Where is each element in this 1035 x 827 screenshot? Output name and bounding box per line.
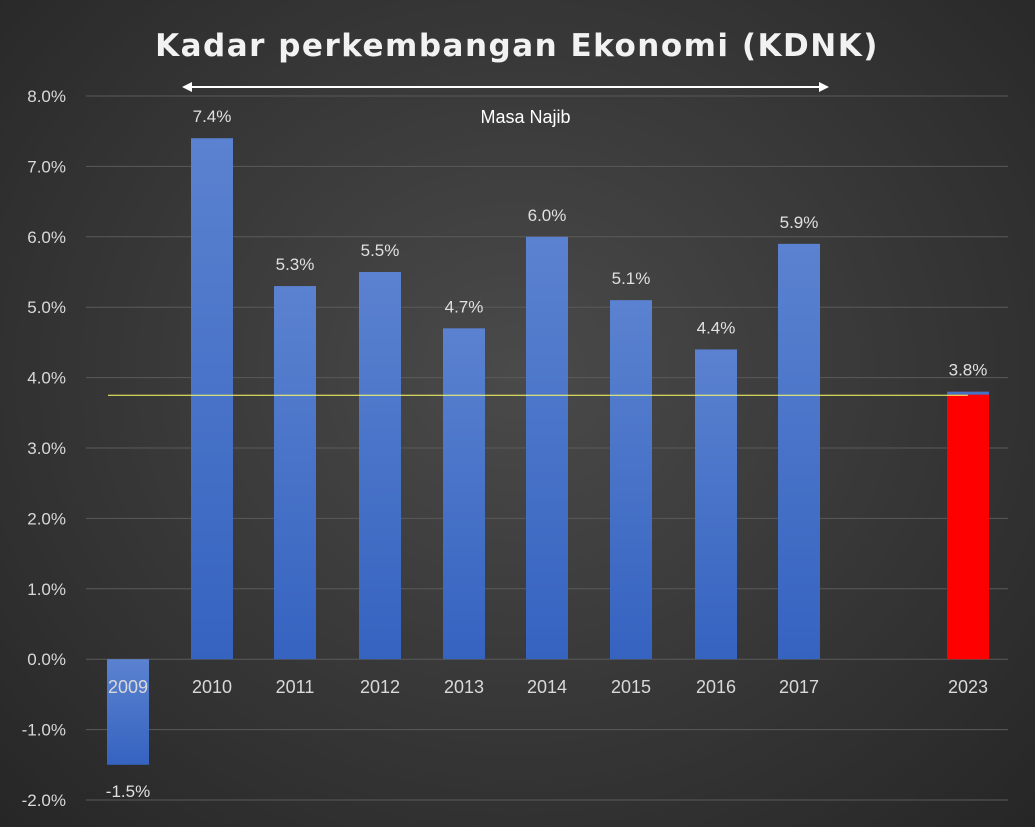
x-category-label: 2016 [696,677,736,697]
annotation-arrow-left-head [182,82,192,92]
data-label: 5.5% [361,241,400,260]
x-category-label: 2013 [444,677,484,697]
data-label: 5.1% [612,269,651,288]
y-tick-label: 2.0% [27,509,66,528]
bar-2017 [778,243,820,660]
y-tick-label: 1.0% [27,580,66,599]
bar-2010 [191,138,233,660]
annotation-arrow-right-head [819,82,829,92]
x-axis-category-labels: 2009 2010 2011 2012 2013 2014 2015 2016 2017 2023 [108,677,988,697]
annotation-label: Masa Najib [480,107,570,127]
bar-2011 [274,286,316,660]
data-label: 4.7% [445,297,484,316]
bar-2012 [359,272,401,660]
data-label: 3.8% [949,361,988,380]
x-category-label: 2009 [108,677,148,697]
x-category-label: 2012 [360,677,400,697]
x-category-label: 2010 [192,677,232,697]
data-label: 5.3% [276,255,315,274]
annotation-group: Masa Najib [182,82,829,127]
bar-2013 [443,328,485,660]
bar-2009 [107,659,149,765]
data-label: 4.4% [697,318,736,337]
y-tick-label: 4.0% [27,369,66,388]
x-category-label: 2011 [276,677,315,697]
data-labels: -1.5% 7.4% 5.3% 5.5% 4.7% 6.0% 5.1% 4.4% 5.9% 3.8… [106,107,988,801]
x-category-label: 2014 [527,677,567,697]
y-axis-tick-labels: -2.0% -1.0% 0.0% 1.0% 2.0% 3.0% 4.0% 5.0% 6.0% 7.… [22,87,66,810]
bar-2014 [526,236,568,660]
data-label: 6.0% [528,206,567,225]
x-category-label: 2017 [779,677,819,697]
y-tick-label: 3.0% [27,439,66,458]
y-tick-label: 5.0% [27,298,66,317]
x-category-label: 2015 [611,677,651,697]
data-label: -1.5% [106,782,150,801]
y-tick-label: 6.0% [27,228,66,247]
y-tick-label: -1.0% [22,721,66,740]
y-tick-label: 0.0% [27,650,66,669]
bar-2015 [610,300,652,660]
data-label: 7.4% [193,107,232,126]
bar-2016 [695,349,737,660]
data-label: 5.9% [780,213,819,232]
y-tick-label: 7.0% [27,157,66,176]
x-category-label: 2023 [948,677,988,697]
chart-title: Kadar perkembangan Ekonomi (KDNK) [155,28,879,64]
bar-highlight-top-cap [947,391,989,395]
bar-highlight-2023 [947,391,989,660]
y-tick-label: 8.0% [27,87,66,106]
y-tick-label: -2.0% [22,791,66,810]
bars [107,138,989,765]
